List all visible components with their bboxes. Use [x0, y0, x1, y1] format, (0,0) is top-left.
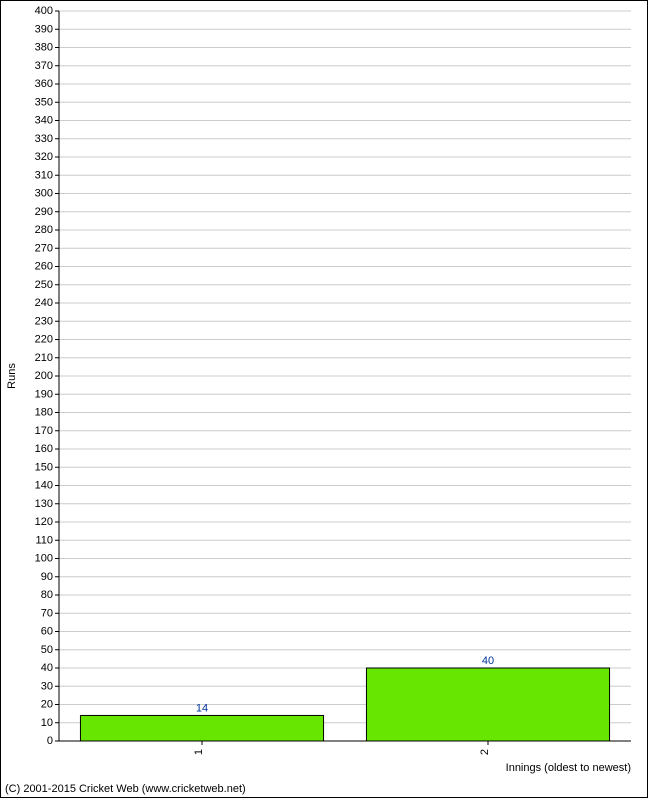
y-tick-label: 380 — [35, 42, 53, 54]
y-tick-label: 50 — [41, 644, 53, 656]
y-tick-label: 230 — [35, 315, 53, 327]
y-tick-label: 400 — [35, 5, 53, 17]
y-tick-label: 290 — [35, 206, 53, 218]
y-tick-label: 10 — [41, 717, 53, 729]
bar-value-label: 40 — [482, 655, 494, 667]
x-tick-label: 2 — [479, 749, 491, 755]
y-tick-label: 30 — [41, 680, 53, 692]
chart-frame: 0102030405060708090100110120130140150160… — [0, 0, 648, 798]
y-tick-label: 90 — [41, 571, 53, 583]
y-tick-label: 70 — [41, 607, 53, 619]
x-tick-label: 1 — [193, 749, 205, 755]
y-axis-label: Runs — [6, 363, 18, 389]
y-tick-label: 280 — [35, 224, 53, 236]
y-tick-label: 270 — [35, 242, 53, 254]
runs-bar-chart: 0102030405060708090100110120130140150160… — [1, 1, 649, 781]
x-axis-label: Innings (oldest to newest) — [506, 762, 631, 774]
y-tick-label: 140 — [35, 480, 53, 492]
bar — [80, 715, 323, 741]
y-tick-label: 210 — [35, 352, 53, 364]
y-tick-label: 170 — [35, 425, 53, 437]
bar — [366, 668, 609, 741]
copyright-text: (C) 2001-2015 Cricket Web (www.cricketwe… — [5, 783, 246, 795]
y-tick-label: 190 — [35, 388, 53, 400]
y-tick-label: 60 — [41, 626, 53, 638]
y-tick-label: 360 — [35, 78, 53, 90]
y-tick-label: 220 — [35, 334, 53, 346]
y-tick-label: 0 — [47, 735, 53, 747]
y-tick-label: 260 — [35, 261, 53, 273]
y-tick-label: 20 — [41, 699, 53, 711]
bar-value-label: 14 — [196, 702, 208, 714]
y-tick-label: 390 — [35, 23, 53, 35]
y-tick-label: 250 — [35, 279, 53, 291]
y-tick-label: 370 — [35, 60, 53, 72]
y-tick-label: 150 — [35, 461, 53, 473]
y-tick-label: 350 — [35, 96, 53, 108]
y-tick-label: 110 — [35, 534, 53, 546]
y-tick-label: 40 — [41, 662, 53, 674]
y-tick-label: 120 — [35, 516, 53, 528]
y-tick-label: 300 — [35, 188, 53, 200]
y-tick-label: 310 — [35, 169, 53, 181]
y-tick-label: 240 — [35, 297, 53, 309]
y-tick-label: 130 — [35, 498, 53, 510]
y-tick-label: 80 — [41, 589, 53, 601]
y-tick-label: 180 — [35, 407, 53, 419]
y-tick-label: 160 — [35, 443, 53, 455]
y-tick-label: 320 — [35, 151, 53, 163]
y-tick-label: 200 — [35, 370, 53, 382]
y-tick-label: 330 — [35, 133, 53, 145]
y-tick-label: 340 — [35, 115, 53, 127]
y-tick-label: 100 — [35, 553, 53, 565]
